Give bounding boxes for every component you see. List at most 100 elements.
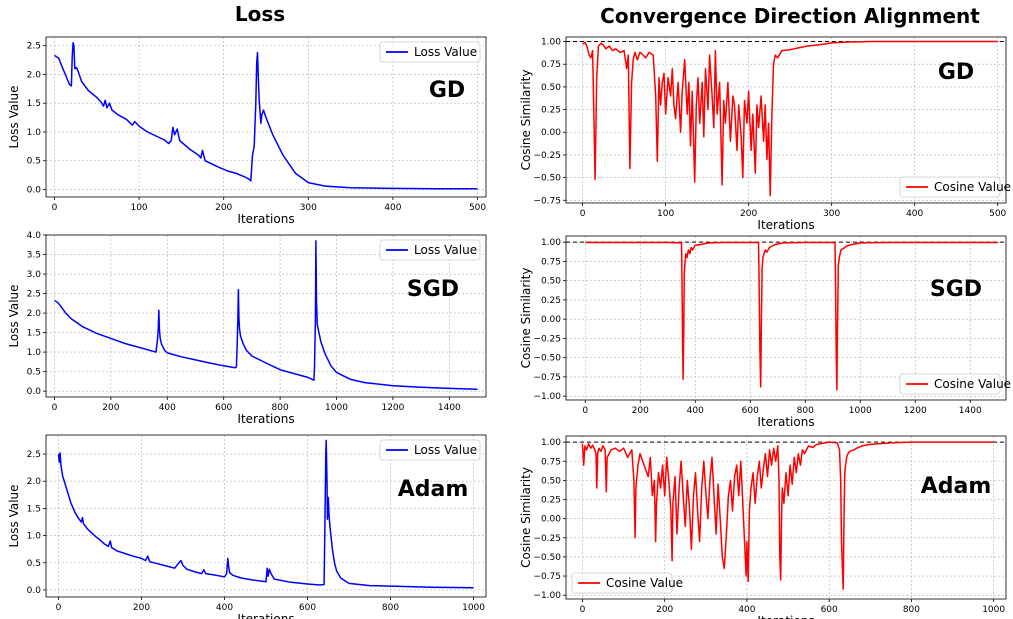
panel-annotation: GD [938, 60, 974, 85]
x-tick-label: 800 [382, 603, 399, 613]
y-tick-label: 0.25 [541, 296, 561, 306]
chart-cos-gd: 0 100 200 300 400 500 −0.75 −0.50 −0.25 0.00 0.25 0… [519, 36, 1011, 232]
y-tick-label: 2.5 [27, 450, 41, 460]
x-tick-label: 500 [989, 209, 1006, 219]
x-tick-label: 200 [102, 403, 119, 413]
x-tick-label: 400 [159, 403, 176, 413]
y-axis-label: Cosine Similarity [519, 467, 533, 568]
chart-loss-adam: 0 200 400 600 800 1000 0.0 0.5 1.0 1.5 2.0 2.5 Itera… [7, 434, 487, 619]
x-tick-label: 1200 [904, 406, 927, 416]
y-tick-label: 2.5 [27, 290, 41, 300]
y-tick-label: −1.00 [533, 392, 561, 402]
y-tick-label: 0.50 [541, 83, 561, 93]
y-tick-label: 0.0 [27, 186, 42, 196]
y-axis-label: Cosine Similarity [519, 268, 533, 369]
plot-frame [565, 235, 1007, 401]
y-tick-label: 0.75 [541, 257, 561, 267]
x-axis-label: Iterations [757, 415, 814, 429]
y-tick-label: 0.0 [27, 586, 42, 596]
legend: Cosine Value [571, 572, 683, 594]
y-tick-label: 3.0 [27, 270, 42, 280]
chart-loss-gd: 0 100 200 300 400 500 0.0 0.5 1.0 1.5 2.0 2.5 Iterat… [7, 36, 487, 226]
y-tick-label: −0.25 [533, 534, 561, 544]
series-line [54, 240, 478, 390]
x-axis-label: Iterations [237, 412, 294, 426]
legend-label: Cosine Value [606, 576, 683, 590]
y-tick-label: 1.00 [541, 438, 561, 448]
legend-box [379, 439, 481, 461]
series-line [582, 40, 998, 197]
x-tick-label: 100 [657, 209, 674, 219]
x-tick-label: 600 [742, 406, 759, 416]
x-tick-label: 200 [740, 209, 757, 219]
y-tick-label: −0.75 [533, 373, 561, 383]
legend-box [899, 176, 1001, 198]
x-tick-label: 300 [300, 203, 317, 213]
x-tick-label: 0 [52, 403, 58, 413]
y-tick-label: −0.75 [533, 196, 561, 206]
x-tick-label: 1400 [438, 403, 461, 413]
x-tick-label: 0 [56, 603, 62, 613]
panel-annotation: Adam [398, 477, 469, 502]
y-tick-label: 1.0 [27, 532, 42, 542]
y-tick-label: 0.75 [541, 457, 561, 467]
y-tick-label: 4.0 [27, 231, 42, 241]
x-tick-label: 0 [580, 605, 586, 615]
legend-label: Cosine Value [934, 377, 1011, 391]
x-tick-label: 1000 [982, 605, 1005, 615]
x-axis-label: Iterations [237, 612, 294, 619]
y-tick-label: 1.5 [27, 329, 41, 339]
x-tick-label: 600 [215, 403, 232, 413]
x-tick-label: 200 [656, 605, 673, 615]
panel-annotation: SGD [930, 277, 982, 302]
x-tick-label: 400 [687, 406, 704, 416]
legend: Loss Value [379, 239, 481, 261]
y-tick-label: 2.0 [27, 309, 42, 319]
y-tick-label: 2.5 [27, 42, 41, 52]
y-tick-label: 2.0 [27, 477, 42, 487]
y-tick-label: 1.00 [541, 38, 561, 48]
legend-box [379, 41, 481, 63]
x-tick-label: 500 [469, 203, 486, 213]
x-tick-label: 800 [903, 605, 920, 615]
chart-cos-sgd: 0 200 400 600 800 1000 1200 1400 −1.00 −0.75 −0.50… [519, 235, 1011, 429]
legend: Cosine Value [899, 373, 1011, 395]
legend: Cosine Value [899, 176, 1011, 198]
y-tick-label: 1.0 [27, 128, 42, 138]
y-tick-label: 0.75 [541, 60, 561, 70]
x-tick-label: 0 [52, 203, 58, 213]
x-tick-label: 600 [299, 603, 316, 613]
y-tick-label: 0.00 [541, 128, 561, 138]
x-tick-label: 1000 [325, 403, 348, 413]
legend: Loss Value [379, 41, 481, 63]
x-axis-label: Iterations [757, 218, 814, 232]
y-tick-label: 0.50 [541, 476, 561, 486]
y-tick-label: 0.5 [27, 157, 41, 167]
x-tick-label: 400 [384, 203, 401, 213]
y-axis-label: Loss Value [7, 484, 21, 547]
panel-annotation: SGD [407, 277, 459, 302]
y-tick-label: 0.25 [541, 496, 561, 506]
y-tick-label: 0.00 [541, 315, 561, 325]
y-tick-label: 1.0 [27, 348, 42, 358]
x-axis-label: Iterations [237, 212, 294, 226]
legend-box [571, 572, 673, 594]
y-axis-label: Loss Value [7, 284, 21, 347]
y-tick-label: −0.25 [533, 334, 561, 344]
y-tick-label: −0.50 [533, 354, 561, 364]
plot-frame [45, 434, 487, 598]
x-tick-label: 200 [632, 406, 649, 416]
legend-box [899, 373, 1001, 395]
x-tick-label: 800 [797, 406, 814, 416]
y-tick-label: −0.50 [533, 553, 561, 563]
series-line [585, 241, 998, 391]
plot-frame [565, 36, 1007, 204]
x-tick-label: 200 [133, 603, 150, 613]
x-tick-label: 1000 [849, 406, 872, 416]
x-tick-label: 400 [738, 605, 755, 615]
x-tick-label: 300 [823, 209, 840, 219]
legend-label: Cosine Value [934, 180, 1011, 194]
y-tick-label: 1.00 [541, 238, 561, 248]
plot-frame [565, 435, 1007, 600]
